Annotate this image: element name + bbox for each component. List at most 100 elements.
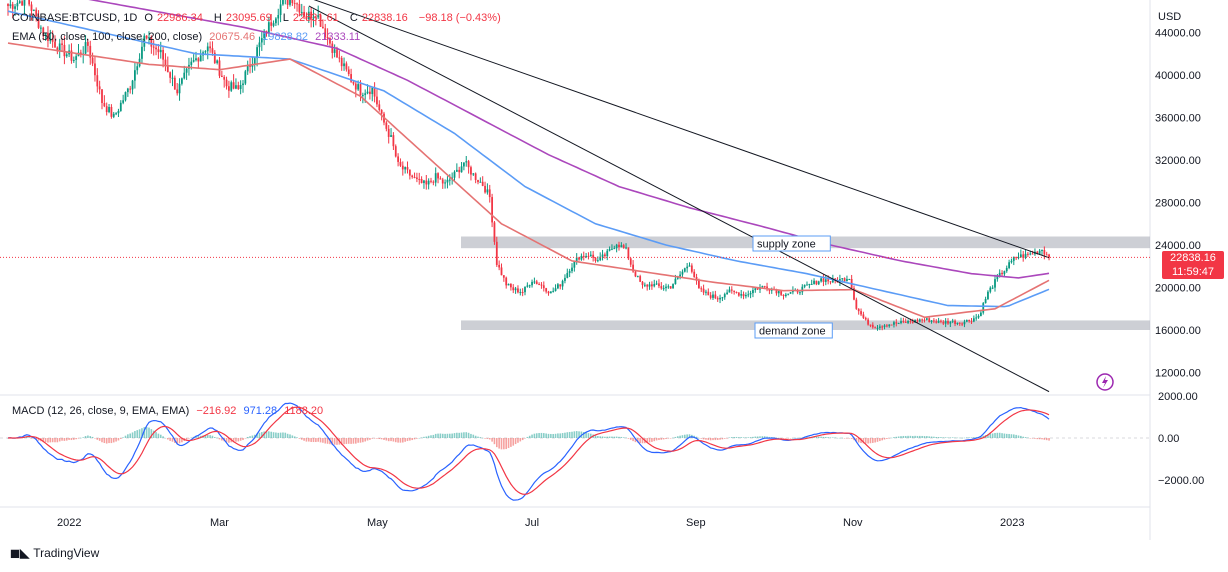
macd-hist-bar <box>148 427 150 438</box>
macd-hist-bar <box>681 435 684 438</box>
candle-body <box>502 275 505 278</box>
candle-body <box>535 281 538 285</box>
candle-body <box>895 322 898 324</box>
candle-body <box>925 318 928 320</box>
macd-hist-bar <box>820 436 822 438</box>
macd-hist-bar <box>846 438 848 439</box>
candle-body <box>343 63 345 67</box>
macd-hist-bar <box>322 438 324 443</box>
candle-body <box>817 281 820 285</box>
macd-hist-bar <box>1036 438 1039 440</box>
macd-hist-bar <box>961 437 963 439</box>
candle-body <box>996 276 999 280</box>
candle-body <box>173 77 176 90</box>
macd-signal-value: 1188.20 <box>284 405 324 417</box>
macd-hist-bar <box>587 433 590 438</box>
macd-hist-bar <box>702 438 705 440</box>
candle-body <box>65 54 68 57</box>
macd-hist-bar <box>345 438 348 444</box>
candle-body <box>432 181 435 183</box>
macd-hist-bar <box>533 433 536 438</box>
candle-body <box>289 0 291 5</box>
macd-hist-bar <box>662 438 665 440</box>
macd-hist-bar <box>105 438 108 444</box>
macd-hist-bar <box>973 437 975 438</box>
candle-body <box>61 43 63 45</box>
candle-body <box>965 319 968 322</box>
candle-body <box>930 320 933 322</box>
macd-hist-bar <box>590 433 592 438</box>
candle-body <box>291 0 294 4</box>
macd-hist-bar <box>122 437 124 438</box>
macd-hist-bar <box>378 438 381 440</box>
candle-body <box>458 169 461 173</box>
macd-hist-bar <box>1031 438 1034 439</box>
macd-hist-bar <box>834 437 836 439</box>
macd-hist-bar <box>538 433 540 438</box>
candle-body <box>91 57 94 64</box>
brand-footer: ◼◣ TradingView <box>10 546 99 560</box>
candle-body <box>625 247 627 249</box>
macd-hist-bar <box>911 435 914 438</box>
macd-hist-bar <box>787 438 789 439</box>
macd-hist-bar <box>517 438 519 443</box>
macd-hist-bar <box>204 435 207 438</box>
macd-axis: 2000.00 0.00 −2000.00 <box>1158 391 1204 487</box>
macd-hist-bar <box>265 431 268 438</box>
macd-hist-bar <box>291 435 294 438</box>
lightning-icon <box>1096 373 1114 391</box>
candle-body <box>824 279 827 282</box>
time-tick-label: 2022 <box>57 517 81 529</box>
macd-hist-bar <box>987 434 989 438</box>
candle-body <box>171 77 174 79</box>
macd-hist-bar <box>857 438 860 443</box>
macd-hist-bar <box>167 438 169 440</box>
candle-body <box>860 311 862 315</box>
candle-body <box>1019 254 1022 258</box>
macd-hist-bar <box>305 438 308 442</box>
macd-hist-bar <box>369 438 371 440</box>
candle-body <box>493 222 496 242</box>
macd-hist-bar <box>383 438 385 440</box>
candle-body <box>1038 250 1041 254</box>
candle-body <box>56 47 59 52</box>
last-price-tag: 22838.16 11:59:47 <box>1162 251 1224 279</box>
macd-hist-bar <box>441 433 444 438</box>
candles-group <box>7 0 1050 331</box>
time-tick-label: Nov <box>843 517 863 529</box>
macd-hist-bar <box>822 436 825 438</box>
candle-body <box>994 279 996 288</box>
macd-histogram <box>7 427 1050 450</box>
candle-body <box>928 318 931 322</box>
macd-hist-bar <box>679 435 681 438</box>
candle-body <box>787 293 790 295</box>
candle-body <box>846 279 848 282</box>
macd-hist-bar <box>785 438 787 439</box>
macd-hist-bar <box>815 436 818 438</box>
candle-body <box>347 69 350 75</box>
candle-body <box>141 46 143 59</box>
macd-hist-bar <box>143 427 146 438</box>
macd-hist-bar <box>512 438 515 446</box>
candle-body <box>557 284 559 289</box>
macd-hist-bar <box>58 438 61 442</box>
candle-body <box>528 285 531 287</box>
candle-body <box>211 48 214 53</box>
macd-hist-bar <box>216 437 218 439</box>
macd-hist-bar <box>763 436 766 438</box>
macd-hist-bar <box>30 438 33 439</box>
candle-body <box>152 46 155 48</box>
candle-body <box>665 286 667 289</box>
macd-hist-bar <box>926 436 928 438</box>
candle-body <box>444 182 446 184</box>
macd-hist-bar <box>319 438 322 443</box>
macd-hist-bar <box>629 438 632 440</box>
candle-body <box>662 288 665 290</box>
macd-hist-bar <box>526 436 529 438</box>
macd-hist-bar <box>608 436 611 438</box>
macd-hist-bar <box>897 436 900 438</box>
ema50-value: 20675.46 <box>209 31 256 43</box>
candle-body <box>277 15 280 19</box>
candle-body <box>634 271 637 277</box>
